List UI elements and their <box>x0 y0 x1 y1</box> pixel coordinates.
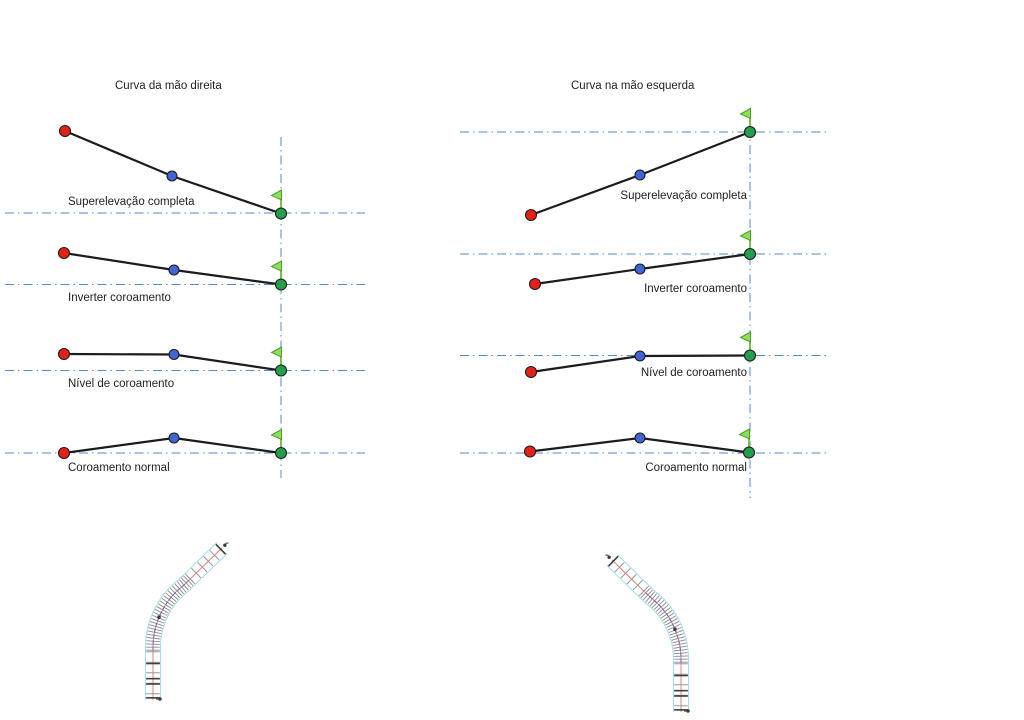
stage-label-full-superelevation: Superelevação completa <box>68 196 195 208</box>
station-tick <box>638 585 649 597</box>
spiral-centerline <box>152 581 188 651</box>
blue-point <box>634 263 646 275</box>
red-point <box>57 446 71 460</box>
station-tick <box>191 567 202 579</box>
station-tick <box>197 561 208 573</box>
station-tick <box>632 579 643 591</box>
stage-label-level-crown: Nível de coroamento <box>68 378 175 390</box>
stage-label-reverse-crown: Inverter coroamento <box>644 283 747 295</box>
station-tick <box>203 556 214 567</box>
station-tick <box>651 597 662 609</box>
station-tick <box>153 611 167 619</box>
station-tick <box>181 577 192 589</box>
plan-view-right-hand-curve <box>144 542 229 701</box>
station-tick <box>146 643 160 645</box>
station-tick <box>183 575 194 587</box>
station-end-marker <box>158 697 162 701</box>
station-tick <box>146 636 161 640</box>
station-tick <box>640 587 651 599</box>
stage-label-full-superelevation: Superelevação completa <box>620 190 747 202</box>
station-tick <box>669 629 683 636</box>
green-point <box>274 207 288 220</box>
station-tick <box>665 618 678 626</box>
red-point <box>57 347 71 361</box>
right-panel <box>460 107 830 498</box>
station-tick <box>176 581 187 593</box>
datum-lines <box>5 137 365 478</box>
station-tick <box>147 630 162 635</box>
station-tick <box>185 573 196 585</box>
station-tick <box>167 590 179 601</box>
stage-label-normal-crown: Coroamento normal <box>68 462 170 474</box>
blue-point <box>166 170 178 182</box>
station-end-marker <box>686 709 690 713</box>
green-point <box>743 349 757 362</box>
green-point <box>743 247 757 261</box>
station-tick <box>620 568 631 579</box>
station-tick <box>673 648 688 652</box>
station-tick <box>172 585 183 597</box>
station-tick <box>655 602 667 613</box>
left-panel-title: Curva da mão direita <box>115 80 222 92</box>
station-tick <box>674 655 688 657</box>
station-tick <box>151 617 165 624</box>
blue-point <box>634 432 646 444</box>
green-point <box>274 278 288 291</box>
red-point <box>524 365 538 379</box>
station-tick <box>662 612 675 621</box>
station-end-marker <box>156 698 159 700</box>
green-point <box>742 446 756 459</box>
section-points <box>57 124 288 460</box>
station-tick <box>647 593 658 605</box>
station-tick <box>215 543 227 555</box>
plan-view-left-hand-curve <box>605 554 690 713</box>
spiral-centerline <box>646 593 682 663</box>
stage-label-normal-crown: Coroamento normal <box>645 462 747 474</box>
left-panel <box>5 124 365 478</box>
blue-point <box>168 264 180 276</box>
red-point <box>528 277 542 291</box>
station-tick <box>149 624 163 629</box>
station-end-marker <box>607 555 611 559</box>
station-end-marker <box>605 554 609 556</box>
station-tick <box>672 642 687 647</box>
station-point-marker <box>157 615 161 619</box>
station-tick <box>659 607 671 617</box>
blue-point <box>634 169 646 181</box>
station-tick <box>607 555 619 567</box>
station-tick <box>159 600 172 609</box>
station-point-marker <box>673 627 677 631</box>
red-point <box>523 445 537 458</box>
stage-label-level-crown: Nível de coroamento <box>640 367 747 379</box>
red-point <box>58 124 72 138</box>
green-point <box>274 446 288 460</box>
blue-point <box>634 350 646 362</box>
station-tick <box>626 573 637 585</box>
blue-point <box>168 432 180 444</box>
green-point <box>743 125 757 139</box>
right-panel-title: Curva na mão esquerda <box>571 80 695 92</box>
station-tick <box>156 606 169 614</box>
station-tick <box>671 636 685 641</box>
section-points <box>523 125 757 459</box>
station-tick <box>163 595 175 605</box>
station-tick <box>614 562 625 573</box>
flag-markers <box>270 189 282 451</box>
flag-markers <box>738 107 751 451</box>
station-tick <box>209 550 220 561</box>
stage-label-reverse-crown: Inverter coroamento <box>68 292 171 304</box>
station-end-marker <box>225 542 229 544</box>
station-tick <box>642 589 653 601</box>
green-point <box>274 364 288 377</box>
blue-point <box>168 348 180 361</box>
station-end-marker <box>684 710 687 712</box>
red-point <box>524 208 538 222</box>
station-end-marker <box>223 543 227 547</box>
red-point <box>57 246 71 260</box>
station-tick <box>667 623 681 631</box>
